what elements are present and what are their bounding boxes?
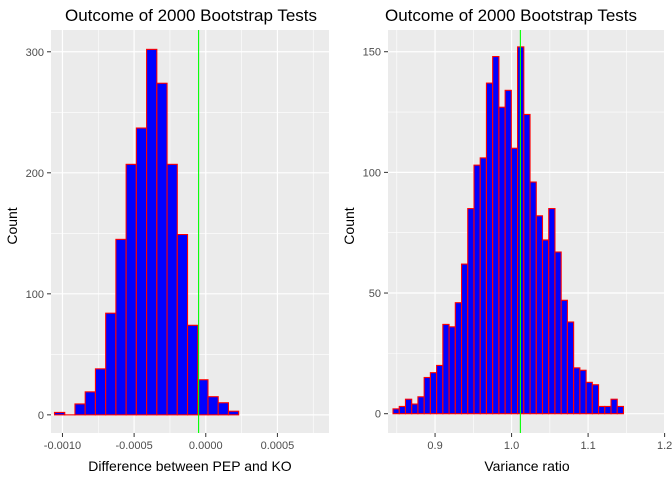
chart2-histogram-bar xyxy=(560,299,568,415)
chart2-histogram-bar xyxy=(535,215,544,415)
chart1-y-tick-label: 200 xyxy=(26,168,44,180)
chart1-histogram-bar xyxy=(186,324,199,416)
chart1-y-tick-label: 0 xyxy=(38,410,44,422)
chart2-y-tick-label: 50 xyxy=(369,288,381,300)
chart2-histogram-bar xyxy=(554,251,562,415)
chart2-histogram-bar xyxy=(404,398,413,415)
chart1-histogram-bar xyxy=(74,403,86,416)
chart2-histogram-bar xyxy=(485,82,494,415)
chart2-histogram-bar xyxy=(579,369,587,415)
chart2-panel: 0.9 1.0 1.1 1.2 0 50 100 150 xyxy=(363,30,672,452)
chart2-histogram-bar xyxy=(429,372,438,415)
chart1-histogram-bar xyxy=(146,48,158,416)
chart2-y-axis-title: Count xyxy=(341,207,357,244)
chart1-histogram-bar xyxy=(217,402,229,416)
chart1-histogram-bar xyxy=(197,379,209,416)
chart2-title: Outcome of 2000 Bootstrap Tests xyxy=(385,6,637,25)
chart2-x-tick-label: 1.1 xyxy=(580,440,595,452)
chart2-x-axis-title: Variance ratio xyxy=(484,458,570,474)
chart2-histogram-bar xyxy=(398,405,407,415)
chart2-histogram-bar xyxy=(573,367,581,415)
chart2-histogram-bar xyxy=(585,381,593,415)
chart2-histogram-bar xyxy=(541,239,550,415)
chart1-histogram-bar xyxy=(135,127,148,416)
chart2-y-tick-label: 0 xyxy=(375,409,381,421)
chart1-histogram-bar xyxy=(125,163,137,416)
chart1-x-tick-label: -0.0005 xyxy=(115,440,152,452)
chart1-panel: -0.0010 -0.0005 0.0000 0.0005 0 100 200 300 xyxy=(26,30,329,452)
chart2-histogram-bar xyxy=(566,321,575,415)
chart1-histogram-bar xyxy=(53,411,66,416)
chart2-histogram-bar xyxy=(604,405,612,415)
chart2-histogram-bar xyxy=(473,164,481,415)
chart2-histogram-bar xyxy=(598,405,606,415)
chart2-histogram-bar xyxy=(479,157,487,415)
chart1-histogram-bar xyxy=(227,410,240,416)
chart1-x-tick-label: 0.0005 xyxy=(261,440,295,452)
chart1-y-tick-label: 100 xyxy=(26,289,44,301)
chart2-x-tick-label: 0.9 xyxy=(427,440,442,452)
chart2-histogram-bar xyxy=(510,147,519,415)
chart2-histogram-bar xyxy=(411,403,419,415)
chart1-histogram-bar xyxy=(115,238,127,416)
chart1-histogram-bar xyxy=(94,368,107,416)
chart2-histogram-bar xyxy=(492,55,500,415)
chart2-histogram-bar xyxy=(392,408,400,415)
chart2-histogram-bar xyxy=(591,384,600,415)
chart2-x-tick-label: 1.0 xyxy=(504,440,519,452)
chart2-histogram-bar xyxy=(454,302,463,415)
chart2-histogram-bar xyxy=(417,396,425,415)
chart2-y-tick-label: 100 xyxy=(363,167,381,179)
chart2-histogram-bar xyxy=(610,398,618,415)
chart2-histogram-bar xyxy=(442,323,450,415)
chart2-histogram-bar xyxy=(523,113,531,415)
chart2-histogram-bar xyxy=(616,405,625,415)
chart2-y-tick-label: 150 xyxy=(363,47,381,59)
chart1-y-axis-title: Count xyxy=(4,207,20,244)
chart2-histogram-bar xyxy=(436,364,444,415)
chart2-x-tick-label: 1.2 xyxy=(657,440,672,452)
chart2-histogram-bar xyxy=(498,106,506,415)
chart1-x-axis-title: Difference between PEP and KO xyxy=(88,458,292,474)
chart1-histogram-bar xyxy=(156,82,168,416)
chart1-histogram-bar xyxy=(207,396,219,416)
chart2-histogram-bar xyxy=(467,208,475,415)
chart1-histogram-bar xyxy=(105,312,117,416)
chart1-x-tick-label: 0.0000 xyxy=(189,440,223,452)
chart1-histogram-bar xyxy=(176,233,189,416)
chart2-histogram-bar xyxy=(548,208,556,415)
chart2-histogram-bar xyxy=(529,181,537,415)
chart2-histogram-bar xyxy=(460,263,469,415)
chart1-title: Outcome of 2000 Bootstrap Tests xyxy=(65,6,317,25)
chart1-histogram-bar xyxy=(166,163,178,416)
chart1-y-tick-label: 300 xyxy=(26,47,44,59)
chart2-histogram-bar xyxy=(448,326,456,415)
chart2-histogram-bar xyxy=(504,89,512,415)
chart1-x-tick-label: -0.0010 xyxy=(44,440,81,452)
chart2-histogram-bar xyxy=(423,376,431,415)
chart1-histogram-bar xyxy=(84,391,96,416)
